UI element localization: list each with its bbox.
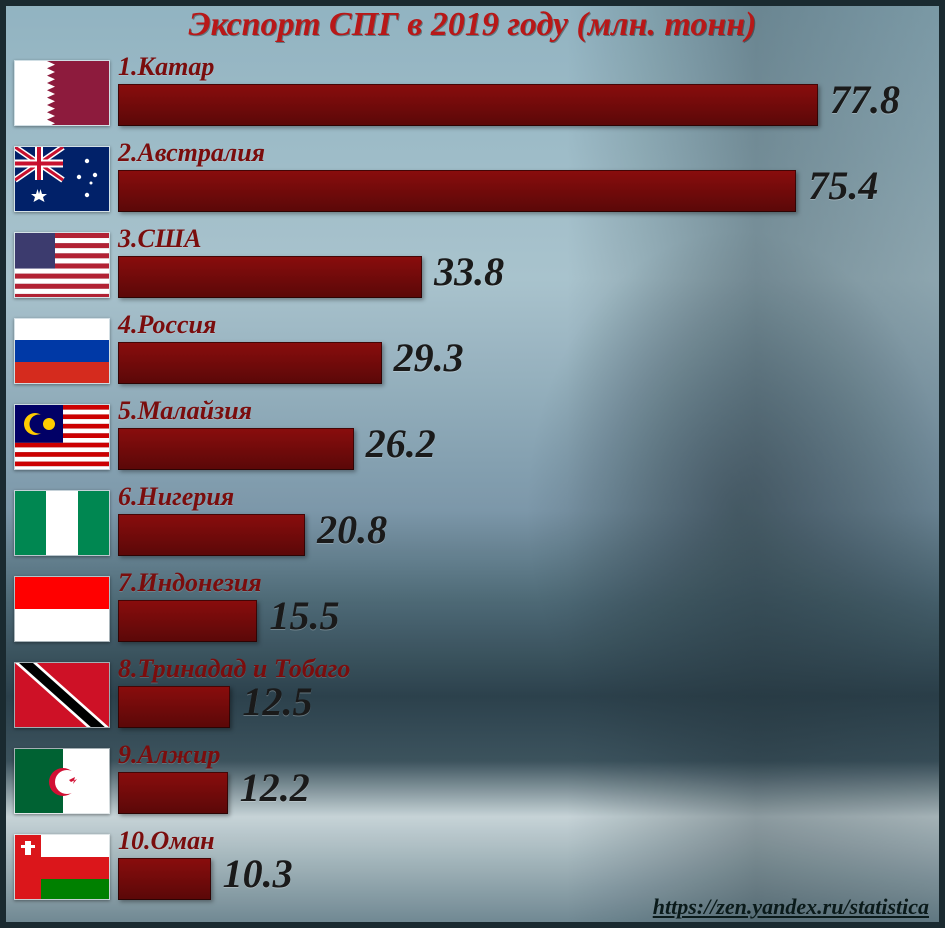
- bar-value: 77.8: [830, 76, 900, 123]
- bar: [118, 600, 257, 642]
- bar: [118, 686, 230, 728]
- country-label: 3.США: [118, 224, 201, 254]
- bar: [118, 84, 818, 126]
- bar: [118, 514, 305, 556]
- bar: [118, 256, 422, 298]
- bar-row: 8.Тринадад и Тобаго 12.5: [14, 654, 931, 738]
- bar: [118, 858, 211, 900]
- flag-icon: [14, 490, 110, 556]
- bar-value: 33.8: [434, 248, 504, 295]
- flag-icon: [14, 146, 110, 212]
- source-link[interactable]: https://zen.yandex.ru/statistica: [653, 894, 929, 920]
- chart-title: Экспорт СПГ в 2019 году (млн. тонн): [0, 6, 945, 44]
- bar-value: 12.2: [240, 764, 310, 811]
- bar-value: 12.5: [242, 678, 312, 725]
- flag-icon: [14, 834, 110, 900]
- bar: [118, 170, 796, 212]
- bar-value: 15.5: [269, 592, 339, 639]
- country-label: 2.Австралия: [118, 138, 265, 168]
- bar-row: 9.Алжир 12.2: [14, 740, 931, 824]
- country-label: 7.Индонезия: [118, 568, 262, 598]
- bar-row: 6.Нигерия 20.8: [14, 482, 931, 566]
- bar-row: 4.Россия 29.3: [14, 310, 931, 394]
- bar-rows: 1.Катар 77.8 2.Австралия 75.4 3.США 33.8: [14, 52, 931, 912]
- bar-value: 75.4: [808, 162, 878, 209]
- bar: [118, 342, 382, 384]
- flag-icon: [14, 60, 110, 126]
- bar-row: 5.Малайзия 26.2: [14, 396, 931, 480]
- flag-icon: [14, 404, 110, 470]
- country-label: 1.Катар: [118, 52, 214, 82]
- bar: [118, 772, 228, 814]
- flag-icon: [14, 748, 110, 814]
- bar-value: 26.2: [366, 420, 436, 467]
- country-label: 4.Россия: [118, 310, 216, 340]
- country-label: 8.Тринадад и Тобаго: [118, 654, 350, 684]
- country-label: 9.Алжир: [118, 740, 220, 770]
- flag-icon: [14, 576, 110, 642]
- flag-icon: [14, 318, 110, 384]
- bar: [118, 428, 354, 470]
- country-label: 5.Малайзия: [118, 396, 252, 426]
- country-label: 10.Оман: [118, 826, 215, 856]
- bar-value: 20.8: [317, 506, 387, 553]
- bar-row: 3.США 33.8: [14, 224, 931, 308]
- bar-row: 1.Катар 77.8: [14, 52, 931, 136]
- flag-icon: [14, 662, 110, 728]
- flag-icon: [14, 232, 110, 298]
- bar-row: 2.Австралия 75.4: [14, 138, 931, 222]
- bar-value: 10.3: [223, 850, 293, 897]
- bar-row: 7.Индонезия 15.5: [14, 568, 931, 652]
- country-label: 6.Нигерия: [118, 482, 234, 512]
- bar-value: 29.3: [394, 334, 464, 381]
